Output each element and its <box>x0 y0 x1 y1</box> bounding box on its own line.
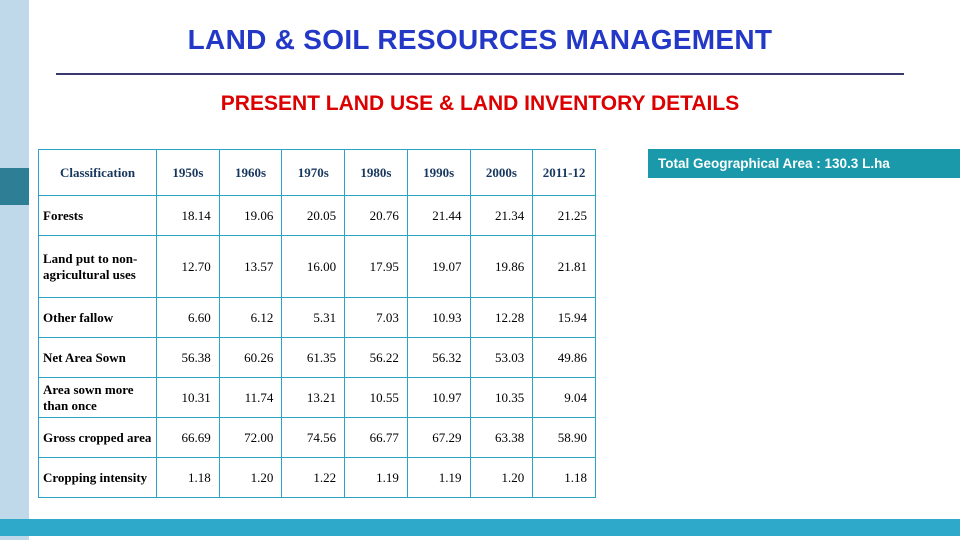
value-cell: 15.94 <box>532 297 596 338</box>
value-cell: 20.05 <box>281 195 346 236</box>
row-label: Forests <box>38 195 157 236</box>
value-cell: 21.44 <box>406 195 471 236</box>
value-cell: 6.60 <box>156 297 220 338</box>
value-cell: 72.00 <box>218 417 283 458</box>
value-cell: 11.74 <box>218 377 283 418</box>
value-cell: 1.19 <box>344 457 408 498</box>
value-cell: 56.22 <box>344 337 408 378</box>
value-cell: 66.69 <box>156 417 220 458</box>
value-cell: 9.04 <box>532 377 596 418</box>
value-cell: 19.06 <box>218 195 283 236</box>
row-label: Net Area Sown <box>38 337 157 378</box>
value-cell: 5.31 <box>281 297 346 338</box>
table-row: Forests 18.14 19.06 20.05 20.76 21.44 21.34 21.… <box>38 195 596 236</box>
table-row: Gross cropped area 66.69 72.00 74.56 66.77 67… <box>38 417 596 458</box>
value-cell: 49.86 <box>532 337 596 378</box>
value-cell: 63.38 <box>469 417 534 458</box>
table-row: Land put to non-agricultural uses 12.70 13… <box>38 235 596 298</box>
total-area-badge: Total Geographical Area : 130.3 L.ha <box>648 149 960 178</box>
value-cell: 16.00 <box>281 235 346 298</box>
column-header-1970s: 1970s <box>281 149 346 196</box>
value-cell: 56.38 <box>156 337 220 378</box>
value-cell: 13.21 <box>281 377 346 418</box>
value-cell: 66.77 <box>344 417 408 458</box>
value-cell: 1.18 <box>156 457 220 498</box>
value-cell: 10.31 <box>156 377 220 418</box>
value-cell: 13.57 <box>218 235 283 298</box>
value-cell: 1.20 <box>218 457 283 498</box>
value-cell: 67.29 <box>406 417 471 458</box>
value-cell: 58.90 <box>532 417 596 458</box>
value-cell: 19.07 <box>406 235 471 298</box>
value-cell: 10.35 <box>469 377 534 418</box>
value-cell: 56.32 <box>406 337 471 378</box>
row-label: Area sown more than once <box>38 377 157 418</box>
value-cell: 7.03 <box>344 297 408 338</box>
column-header-classification: Classification <box>38 149 157 196</box>
title-divider <box>56 73 904 75</box>
slide-title: LAND & SOIL RESOURCES MANAGEMENT <box>187 24 773 55</box>
table-row: Net Area Sown 56.38 60.26 61.35 56.22 56.32 53… <box>38 337 596 378</box>
table-header-row: Classification 1950s 1960s 1970s 1980s 1990s 2… <box>38 149 596 196</box>
value-cell: 1.18 <box>532 457 596 498</box>
value-cell: 12.28 <box>469 297 534 338</box>
value-cell: 74.56 <box>281 417 346 458</box>
value-cell: 10.93 <box>406 297 471 338</box>
column-header-1990s: 1990s <box>406 149 471 196</box>
value-cell: 18.14 <box>156 195 220 236</box>
value-cell: 1.19 <box>406 457 471 498</box>
column-header-2011-12: 2011-12 <box>532 149 596 196</box>
row-label: Other fallow <box>38 297 157 338</box>
row-label: Cropping intensity <box>38 457 157 498</box>
column-header-2000s: 2000s <box>469 149 534 196</box>
value-cell: 1.20 <box>469 457 534 498</box>
column-header-1960s: 1960s <box>218 149 283 196</box>
left-strip <box>0 0 29 540</box>
value-cell: 61.35 <box>281 337 346 378</box>
land-use-table: Classification 1950s 1960s 1970s 1980s 1990s 2… <box>38 149 596 498</box>
value-cell: 19.86 <box>469 235 534 298</box>
bottom-bar <box>0 519 960 536</box>
value-cell: 21.81 <box>532 235 596 298</box>
row-label: Land put to non-agricultural uses <box>38 235 157 298</box>
value-cell: 1.22 <box>281 457 346 498</box>
column-header-1950s: 1950s <box>156 149 220 196</box>
table-row: Area sown more than once 10.31 11.74 13.21 1… <box>38 377 596 418</box>
slide-subtitle: PRESENT LAND USE & LAND INVENTORY DETAIL… <box>220 92 740 115</box>
value-cell: 60.26 <box>218 337 283 378</box>
value-cell: 20.76 <box>344 195 408 236</box>
table-body: Forests 18.14 19.06 20.05 20.76 21.44 21.34 21.… <box>38 195 596 498</box>
value-cell: 53.03 <box>469 337 534 378</box>
value-cell: 12.70 <box>156 235 220 298</box>
value-cell: 17.95 <box>344 235 408 298</box>
value-cell: 21.25 <box>532 195 596 236</box>
value-cell: 21.34 <box>469 195 534 236</box>
value-cell: 10.55 <box>344 377 408 418</box>
value-cell: 6.12 <box>218 297 283 338</box>
accent-square <box>0 168 29 205</box>
value-cell: 10.97 <box>406 377 471 418</box>
column-header-1980s: 1980s <box>344 149 408 196</box>
table-row: Cropping intensity 1.18 1.20 1.22 1.19 1.19 1.… <box>38 457 596 498</box>
row-label: Gross cropped area <box>38 417 157 458</box>
table-row: Other fallow 6.60 6.12 5.31 7.03 10.93 12.28 15… <box>38 297 596 338</box>
